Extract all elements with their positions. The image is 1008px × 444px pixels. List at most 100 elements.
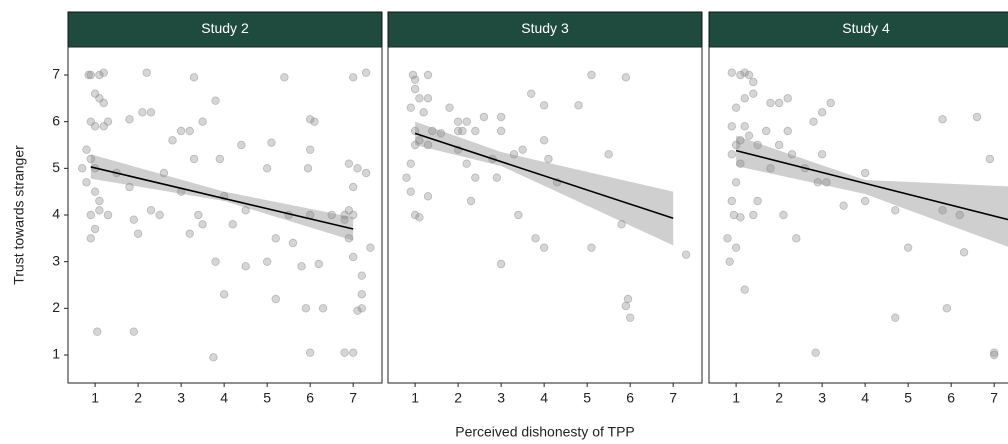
data-point: [453, 117, 463, 126]
data-point: [303, 164, 313, 173]
data-point: [479, 112, 489, 122]
data-point: [496, 126, 506, 136]
data-point: [93, 327, 102, 336]
data-point: [891, 313, 900, 322]
data-point: [129, 327, 139, 336]
plot-area: [402, 70, 691, 322]
data-point: [509, 150, 519, 159]
data-point: [310, 117, 319, 126]
data-point: [340, 215, 349, 224]
data-point: [103, 210, 113, 220]
data-point: [774, 98, 784, 108]
data-point: [779, 210, 788, 220]
data-point: [361, 168, 371, 178]
data-point: [209, 353, 218, 362]
data-point: [348, 182, 358, 192]
data-point: [740, 68, 749, 77]
data-point: [155, 210, 164, 220]
confidence-band: [415, 121, 674, 246]
data-point: [903, 243, 913, 252]
data-point: [90, 122, 100, 131]
x-tick-label: 2: [134, 390, 142, 406]
data-point: [989, 350, 999, 360]
data-point: [406, 103, 415, 112]
data-point: [539, 101, 549, 110]
data-point: [809, 117, 818, 126]
data-point: [353, 306, 362, 315]
data-point: [531, 234, 540, 243]
data-point: [415, 94, 424, 103]
data-point: [95, 206, 104, 215]
data-point: [681, 250, 691, 259]
data-point: [462, 117, 471, 126]
data-point: [99, 68, 108, 77]
data-point: [357, 271, 366, 280]
data-point: [194, 210, 203, 220]
confidence-band: [736, 135, 1008, 247]
x-axis-label: Perceived dishonesty of TPP: [455, 424, 635, 440]
data-point: [496, 112, 506, 122]
data-point: [215, 154, 225, 164]
data-point: [402, 173, 411, 182]
data-point: [241, 262, 250, 271]
data-point: [811, 348, 820, 357]
data-point: [129, 215, 139, 224]
data-point: [587, 243, 596, 252]
data-point: [410, 140, 420, 150]
data-point: [731, 178, 741, 187]
data-point: [826, 98, 835, 108]
y-axis-label: Trust towards stranger: [11, 145, 27, 285]
data-point: [410, 75, 420, 84]
data-point: [587, 70, 596, 80]
data-point: [749, 210, 758, 220]
facet-strip: [387, 11, 703, 48]
plot-area: [77, 68, 375, 362]
data-point: [361, 68, 371, 77]
data-point: [762, 126, 771, 136]
data-point: [305, 115, 315, 124]
data-point: [621, 301, 631, 311]
data-point: [348, 210, 358, 220]
data-point: [891, 206, 900, 215]
data-point: [744, 131, 754, 140]
data-point: [90, 187, 100, 196]
data-point: [125, 115, 134, 124]
data-point: [725, 257, 734, 266]
data-point: [749, 89, 758, 98]
data-point: [344, 159, 354, 168]
panel-border: [708, 46, 1008, 384]
data-point: [237, 140, 246, 150]
data-point: [305, 145, 315, 154]
data-point: [436, 129, 446, 138]
y-tick-label: 5: [52, 159, 60, 175]
x-tick-label: 1: [732, 390, 740, 406]
data-point: [288, 238, 298, 248]
data-point: [972, 112, 982, 122]
fit-line: [90, 166, 354, 230]
data-point: [138, 108, 147, 117]
data-point: [90, 224, 100, 234]
data-point: [604, 150, 613, 159]
x-tick-label: 4: [540, 390, 548, 406]
data-point: [453, 126, 463, 136]
data-point: [198, 220, 207, 229]
data-point: [822, 178, 831, 187]
data-point: [301, 304, 311, 313]
data-point: [731, 243, 741, 252]
data-point: [985, 154, 995, 164]
data-point: [860, 168, 870, 178]
data-point: [766, 164, 775, 173]
data-point: [617, 220, 626, 229]
data-point: [731, 103, 741, 112]
data-point: [348, 348, 358, 357]
data-point: [466, 196, 476, 206]
data-point: [942, 304, 952, 313]
facet-title: Study 2: [201, 20, 249, 36]
data-point: [744, 70, 754, 80]
data-point: [406, 187, 415, 196]
data-point: [753, 196, 762, 206]
data-point: [774, 140, 784, 150]
x-tick-label: 3: [497, 390, 505, 406]
data-point: [198, 117, 207, 126]
data-point: [357, 304, 366, 313]
